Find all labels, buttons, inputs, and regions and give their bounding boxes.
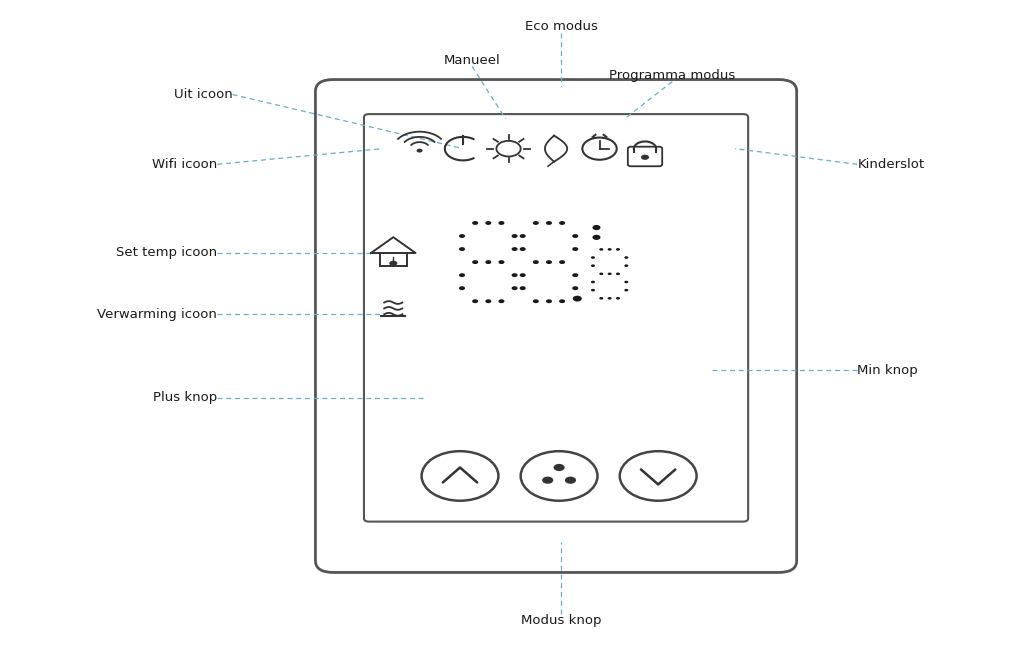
Circle shape <box>533 299 539 303</box>
Circle shape <box>600 297 604 300</box>
Circle shape <box>512 247 518 251</box>
Text: Kinderslot: Kinderslot <box>857 158 924 171</box>
Circle shape <box>590 289 594 291</box>
Circle shape <box>625 289 629 291</box>
FancyBboxPatch shape <box>364 114 748 522</box>
Circle shape <box>572 286 578 290</box>
Circle shape <box>459 286 465 290</box>
Circle shape <box>498 299 504 303</box>
Circle shape <box>590 265 594 267</box>
Circle shape <box>559 221 565 225</box>
Circle shape <box>559 299 565 303</box>
Circle shape <box>608 273 612 275</box>
Text: Eco modus: Eco modus <box>525 20 598 33</box>
Text: Plus knop: Plus knop <box>153 391 217 404</box>
Circle shape <box>498 221 504 225</box>
Circle shape <box>512 273 518 277</box>
Circle shape <box>512 286 518 290</box>
Circle shape <box>533 221 539 225</box>
Circle shape <box>590 280 594 283</box>
Text: Programma modus: Programma modus <box>610 68 735 82</box>
Circle shape <box>472 221 478 225</box>
Circle shape <box>485 221 491 225</box>
Circle shape <box>417 149 423 153</box>
Circle shape <box>572 234 578 238</box>
Circle shape <box>520 234 526 238</box>
Circle shape <box>520 286 526 290</box>
Bar <box>380 253 406 266</box>
Circle shape <box>533 260 539 264</box>
Circle shape <box>641 155 649 160</box>
Circle shape <box>512 234 518 238</box>
Circle shape <box>572 273 578 277</box>
Circle shape <box>559 260 565 264</box>
Text: Manueel: Manueel <box>444 53 500 67</box>
Circle shape <box>592 225 601 230</box>
Circle shape <box>572 247 578 251</box>
Circle shape <box>459 234 465 238</box>
Circle shape <box>600 273 604 275</box>
Circle shape <box>573 296 582 302</box>
Circle shape <box>472 260 478 264</box>
Circle shape <box>600 248 604 251</box>
Text: Modus knop: Modus knop <box>521 614 602 627</box>
Circle shape <box>616 248 620 251</box>
Circle shape <box>498 260 504 264</box>
Circle shape <box>485 299 491 303</box>
Circle shape <box>459 273 465 277</box>
Circle shape <box>546 260 552 264</box>
Circle shape <box>590 256 594 259</box>
Circle shape <box>485 260 491 264</box>
Circle shape <box>625 256 629 259</box>
Circle shape <box>472 299 478 303</box>
FancyBboxPatch shape <box>315 80 797 572</box>
Circle shape <box>520 247 526 251</box>
Circle shape <box>625 265 629 267</box>
Circle shape <box>459 247 465 251</box>
Text: Wifi icoon: Wifi icoon <box>152 158 217 171</box>
Circle shape <box>389 261 397 266</box>
Circle shape <box>542 477 553 484</box>
Circle shape <box>616 273 620 275</box>
Circle shape <box>608 248 612 251</box>
Circle shape <box>546 221 552 225</box>
Circle shape <box>625 280 629 283</box>
Circle shape <box>554 464 565 471</box>
Circle shape <box>565 477 576 484</box>
FancyBboxPatch shape <box>628 147 662 166</box>
Circle shape <box>546 299 552 303</box>
Circle shape <box>616 297 620 300</box>
Text: Verwarming icoon: Verwarming icoon <box>97 308 217 321</box>
Circle shape <box>592 235 601 240</box>
Circle shape <box>520 273 526 277</box>
Text: Min knop: Min knop <box>857 364 918 377</box>
Text: Set temp icoon: Set temp icoon <box>116 246 217 259</box>
Circle shape <box>608 297 612 300</box>
Text: Uit icoon: Uit icoon <box>174 88 233 101</box>
